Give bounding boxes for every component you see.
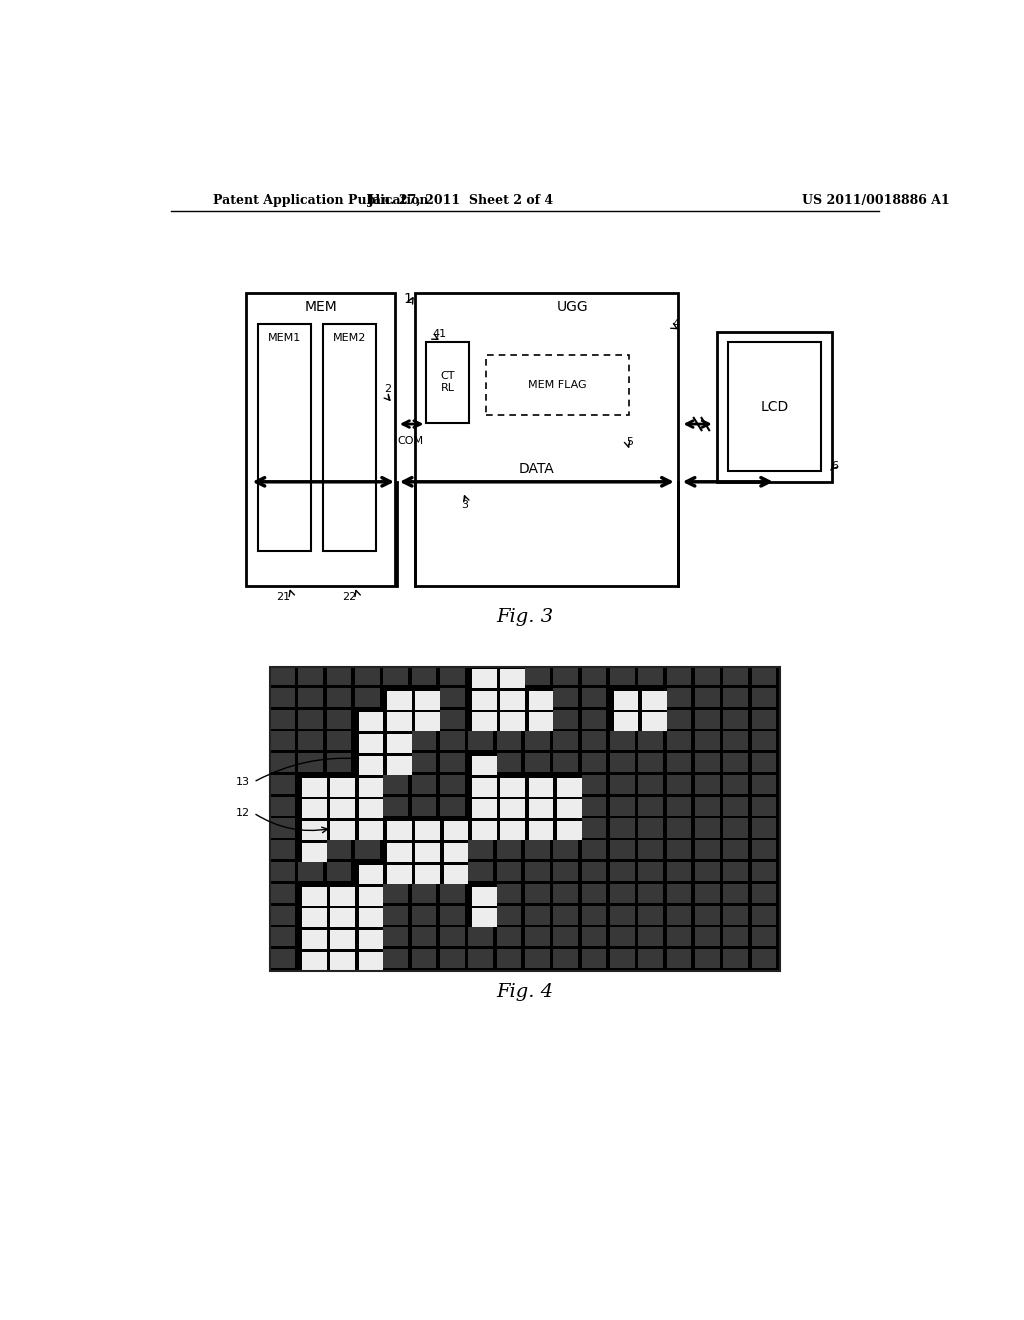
Text: 21: 21 xyxy=(275,593,290,602)
Text: Patent Application Publication: Patent Application Publication xyxy=(213,194,429,207)
Bar xyxy=(717,331,831,482)
Text: US 2011/0018886 A1: US 2011/0018886 A1 xyxy=(802,194,950,207)
Text: 2: 2 xyxy=(384,384,391,395)
Text: MEM: MEM xyxy=(304,300,337,314)
Text: UGG: UGG xyxy=(557,300,589,314)
Text: 12: 12 xyxy=(236,808,250,818)
Text: Fig. 3: Fig. 3 xyxy=(497,607,553,626)
Bar xyxy=(426,342,469,422)
Text: MEM1: MEM1 xyxy=(268,333,301,343)
Text: Jan. 27, 2011  Sheet 2 of 4: Jan. 27, 2011 Sheet 2 of 4 xyxy=(369,194,554,207)
Text: 4: 4 xyxy=(672,319,679,329)
Text: MEM FLAG: MEM FLAG xyxy=(528,380,587,389)
Text: 41: 41 xyxy=(432,329,446,339)
Text: 13: 13 xyxy=(236,777,250,787)
Bar xyxy=(486,355,630,414)
Bar xyxy=(728,342,821,471)
Text: 5: 5 xyxy=(627,437,633,446)
Text: 3: 3 xyxy=(461,500,468,510)
Text: MEM2: MEM2 xyxy=(333,333,367,343)
Text: DATA: DATA xyxy=(519,462,555,477)
Text: 1: 1 xyxy=(403,292,412,305)
Text: 22: 22 xyxy=(342,593,356,602)
Bar xyxy=(246,293,395,586)
Text: Fig. 4: Fig. 4 xyxy=(497,982,553,1001)
Text: 6: 6 xyxy=(831,462,839,471)
Bar xyxy=(258,323,311,552)
Text: LCD: LCD xyxy=(760,400,788,413)
Bar xyxy=(270,667,779,970)
Text: COM: COM xyxy=(397,436,424,446)
Text: CT
RL: CT RL xyxy=(440,371,455,393)
Bar xyxy=(415,293,678,586)
Bar xyxy=(324,323,376,552)
